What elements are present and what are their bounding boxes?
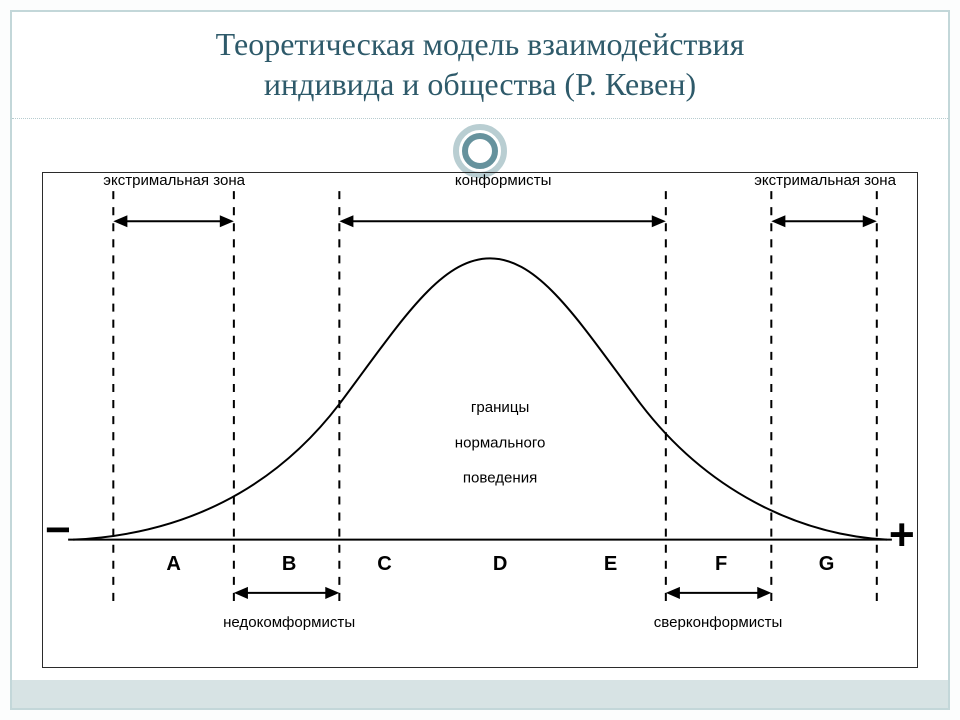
label-nonconformists: недокомформисты <box>223 614 355 631</box>
top-arrow-conformists <box>339 215 665 227</box>
title-line2: индивида и общества (Р. Кевен) <box>264 66 696 102</box>
bottom-arrow-superconformists <box>666 587 771 599</box>
chart-frame: экстримальная зона конформисты экстримал… <box>42 172 918 668</box>
title-line1: Теоретическая модель взаимодействия <box>216 26 745 62</box>
top-arrow-extreme-right <box>771 215 876 227</box>
label-superconformists: сверконформисты <box>654 614 783 631</box>
page-title: Теоретическая модель взаимодействия инди… <box>12 12 948 118</box>
axis-letter-a: A <box>166 553 180 575</box>
axis-letter-g: G <box>819 553 835 575</box>
decor-ring-icon <box>453 124 507 178</box>
bottom-arrow-nonconformists <box>234 587 339 599</box>
axis-letter-b: B <box>282 553 296 575</box>
bell-diagram: экстримальная зона конформисты экстримал… <box>43 173 917 675</box>
axis-letter-c: C <box>377 553 391 575</box>
footer-stripe <box>12 680 948 708</box>
center-label-1: границы <box>471 399 529 416</box>
title-divider <box>12 118 948 119</box>
center-label-3: поведения <box>463 469 537 486</box>
label-conformists: конформисты <box>455 173 552 189</box>
label-extreme-right: экстримальная зона <box>754 173 896 189</box>
label-extreme-left: экстримальная зона <box>103 173 245 189</box>
center-label-2: нормального <box>455 434 546 451</box>
axis-letter-e: E <box>604 553 617 575</box>
minus-sign: − <box>45 506 71 555</box>
axis-letter-f: F <box>715 553 727 575</box>
axis-letter-d: D <box>493 553 507 575</box>
plus-sign: + <box>889 511 915 560</box>
top-arrow-extreme-left <box>113 215 234 227</box>
